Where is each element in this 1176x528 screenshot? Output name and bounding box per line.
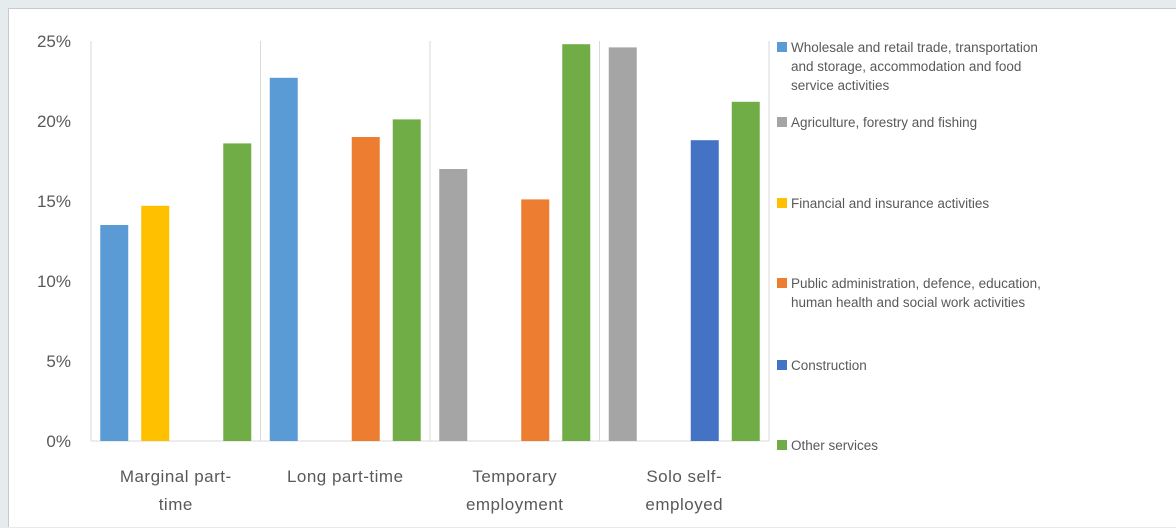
x-category-label: Marginal part- — [120, 467, 232, 486]
bar — [731, 101, 760, 442]
bar — [351, 137, 380, 441]
bar — [690, 140, 719, 441]
legend-label: service activities — [791, 78, 890, 93]
y-tick-label: 15% — [37, 192, 71, 211]
bar — [141, 205, 170, 441]
legend-swatch — [777, 42, 787, 52]
y-tick-label: 5% — [46, 352, 71, 371]
bar — [521, 199, 550, 441]
x-category-label: Temporary — [472, 467, 557, 486]
legend-label: Agriculture, forestry and fishing — [791, 115, 977, 130]
legend-label: Public administration, defence, educatio… — [791, 276, 1041, 291]
y-tick-label: 0% — [46, 432, 71, 451]
x-category-label: time — [159, 495, 193, 514]
legend-label: Construction — [791, 358, 867, 373]
y-tick-label: 25% — [37, 32, 71, 51]
legend-label: Other services — [791, 438, 878, 453]
y-tick-label: 10% — [37, 272, 71, 291]
bar — [100, 225, 129, 441]
legend-swatch — [777, 440, 787, 450]
chart-frame: 0% 5% 10% 15% 20% 25% Marginal part-time Long p… — [8, 8, 1176, 527]
legend-swatch — [777, 360, 787, 370]
legend-label: and storage, accommodation and food — [791, 59, 1021, 74]
bar — [223, 143, 252, 441]
x-category-label: Solo self- — [646, 467, 722, 486]
legend-label: Financial and insurance activities — [791, 196, 989, 211]
legend-swatch — [777, 278, 787, 288]
legend-label: human health and social work activities — [791, 295, 1025, 310]
bar — [608, 47, 637, 442]
bar — [439, 169, 468, 441]
x-category-label: employed — [645, 495, 723, 514]
bar — [562, 44, 591, 441]
bar — [392, 119, 421, 442]
x-category-label: employment — [466, 495, 564, 514]
legend-swatch — [777, 117, 787, 127]
legend-label: Wholesale and retail trade, transportati… — [791, 40, 1038, 55]
y-tick-label: 20% — [37, 112, 71, 131]
legend-swatch — [777, 198, 787, 208]
bar-chart: 0% 5% 10% 15% 20% 25% Marginal part-time Long p… — [37, 32, 1041, 514]
bar — [269, 77, 298, 442]
x-category-label: Long part-time — [287, 467, 404, 486]
